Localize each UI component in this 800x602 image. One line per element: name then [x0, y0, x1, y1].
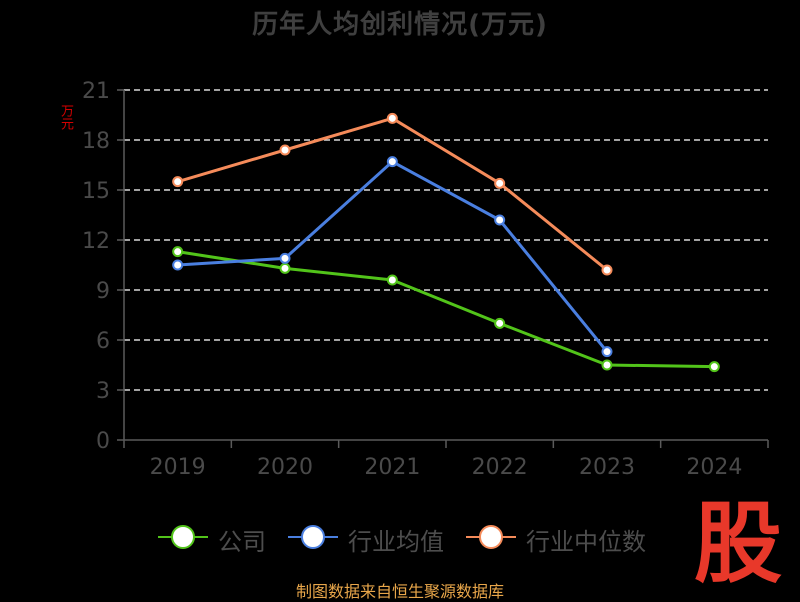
logo: 股 [693, 492, 782, 595]
y-tick-label: 6 [96, 329, 110, 354]
series-line [177, 160, 609, 353]
y-axis-label: 万元 [58, 104, 73, 130]
legend-label: 公司 [218, 528, 266, 556]
series-line [177, 116, 608, 272]
source-note: 制图数据来自恒生聚源数据库 [295, 582, 504, 601]
y-tick-label: 9 [96, 279, 110, 304]
y-tick-label: 18 [82, 129, 110, 154]
data-point [172, 176, 184, 188]
data-point [601, 346, 613, 358]
x-tick-label: 2022 [472, 455, 528, 480]
data-point [601, 264, 613, 276]
y-tick-label: 12 [82, 229, 110, 254]
x-tick-label: 2024 [686, 455, 742, 480]
data-point [708, 361, 720, 373]
x-tick-label: 2019 [150, 455, 206, 480]
data-point [386, 112, 398, 124]
data-point [601, 359, 613, 371]
data-point [386, 156, 398, 168]
x-tick-label: 2020 [257, 455, 313, 480]
x-tick-label: 2021 [364, 455, 420, 480]
data-point [172, 246, 184, 258]
data-point [494, 177, 506, 189]
y-tick-label: 21 [82, 79, 110, 104]
gridlines [124, 89, 768, 391]
series [172, 112, 720, 373]
y-tick-label: 3 [96, 379, 110, 404]
legend-swatch-marker [479, 525, 503, 549]
chart-title: 历年人均创利情况(万元) [252, 10, 548, 40]
legend-label: 行业中位数 [526, 528, 646, 556]
data-point [172, 259, 184, 271]
x-tick-label: 2023 [579, 455, 635, 480]
y-tick-label: 0 [96, 429, 110, 454]
series-line [177, 250, 715, 369]
legend-swatch-marker [301, 525, 325, 549]
data-point [279, 252, 291, 264]
y-tick-label: 15 [82, 179, 110, 204]
data-point [386, 274, 398, 286]
data-point [279, 262, 291, 274]
legend-swatch-marker [171, 525, 195, 549]
legend: 公司 行业均值 行业中位数 [0, 520, 800, 556]
axes: 0 3 6 9 12 15 18 21 2019 2020 2021 2022 2023 2024 [82, 79, 769, 480]
data-point [494, 214, 506, 226]
data-point [279, 144, 291, 156]
data-point [494, 317, 506, 329]
legend-label: 行业均值 [348, 528, 444, 556]
